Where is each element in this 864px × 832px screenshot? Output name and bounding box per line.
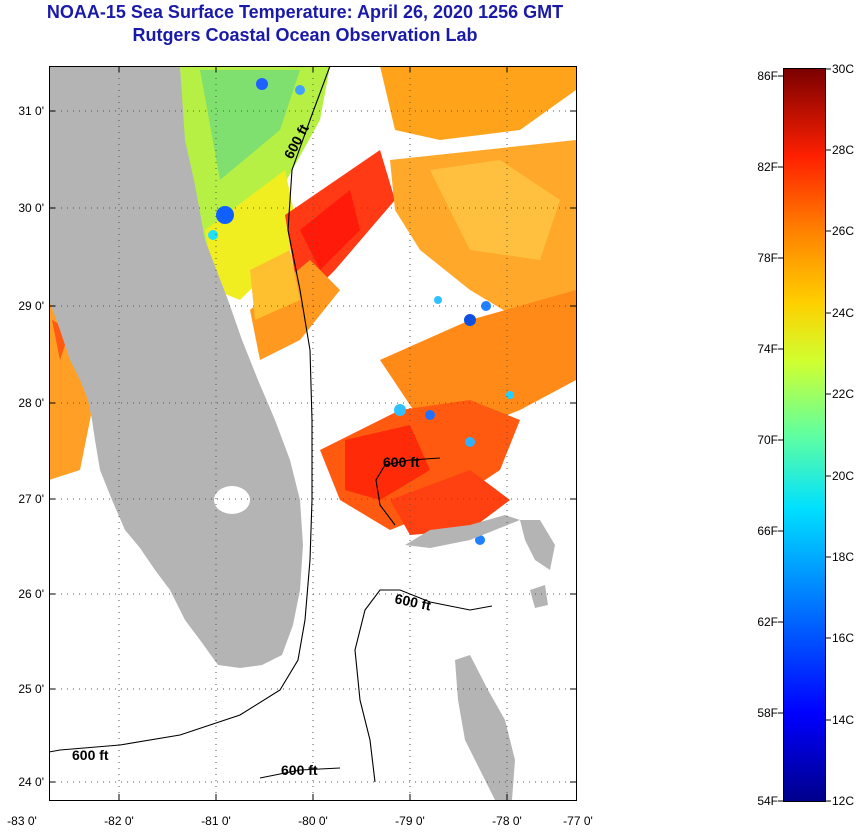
- lon-tick-label: -79 0': [395, 814, 425, 828]
- colorbar-f-label: 86F: [757, 69, 778, 83]
- contour-label: 600 ft: [72, 747, 109, 763]
- figure-title: NOAA-15 Sea Surface Temperature: April 2…: [46, 2, 564, 22]
- colorbar-f-label: 70F: [757, 433, 778, 447]
- colorbar-c-label: 18C: [832, 550, 854, 564]
- lon-labels: -83 0' -82 0' -81 0' -80 0' -79 0' -78 0…: [7, 814, 593, 828]
- colorbar-f-label: 78F: [757, 251, 778, 265]
- lat-tick-label: 25 0': [18, 682, 44, 696]
- lon-tick-label: -82 0': [104, 814, 134, 828]
- colorbar-f-label: 74F: [757, 342, 778, 356]
- colorbar-c-label: 20C: [832, 469, 854, 483]
- sst-swaths: [49, 66, 576, 545]
- colorbar-c-label: 26C: [832, 224, 854, 238]
- colorbar-f-label: 82F: [757, 160, 778, 174]
- contour-label: 600 ft: [281, 762, 318, 778]
- figure-subtitle: Rutgers Coastal Ocean Observation Lab: [132, 25, 478, 45]
- map-panel: 600 ft 600 ft 600 ft 600 ft 600 ft: [49, 66, 576, 800]
- colorbar-f-labels: 86F 82F 78F 74F 70F 66F 62F 58F 54F: [757, 69, 778, 808]
- lat-tick-label: 29 0': [18, 299, 44, 313]
- graticule: [49, 66, 576, 800]
- colorbar: 86F 82F 78F 74F 70F 66F 62F 58F 54F 30C …: [757, 62, 854, 808]
- lon-tick-label: -83 0': [7, 814, 37, 828]
- colorbar-f-label: 54F: [757, 794, 778, 808]
- lat-tick-label: 24 0': [18, 775, 44, 789]
- lake-okeechobee: [214, 486, 250, 514]
- colorbar-ticks: [778, 68, 831, 802]
- contour-label: 600 ft: [383, 454, 420, 470]
- colorbar-c-label: 12C: [832, 794, 854, 808]
- colorbar-f-label: 62F: [757, 615, 778, 629]
- lat-tick-label: 28 0': [18, 396, 44, 410]
- lon-tick-label: -81 0': [201, 814, 231, 828]
- lon-tick-label: -77 0': [563, 814, 593, 828]
- colorbar-c-label: 22C: [832, 387, 854, 401]
- lat-labels: 31 0' 30 0' 29 0' 28 0' 27 0' 26 0' 25 0…: [18, 104, 44, 789]
- lat-tick-label: 26 0': [18, 587, 44, 601]
- colorbar-c-label: 16C: [832, 631, 854, 645]
- lat-tick-label: 30 0': [18, 201, 44, 215]
- land: [49, 66, 555, 800]
- colorbar-c-label: 14C: [832, 713, 854, 727]
- colorbar-c-label: 28C: [832, 143, 854, 157]
- axis-ticks: [49, 66, 576, 800]
- colorbar-gradient: [783, 68, 826, 802]
- lat-tick-label: 31 0': [18, 104, 44, 118]
- colorbar-f-label: 66F: [757, 524, 778, 538]
- colorbar-c-label: 24C: [832, 306, 854, 320]
- lon-tick-label: -80 0': [298, 814, 328, 828]
- colorbar-f-label: 58F: [757, 706, 778, 720]
- lon-tick-label: -78 0': [492, 814, 522, 828]
- colorbar-c-label: 30C: [832, 62, 854, 76]
- colorbar-c-labels: 30C 28C 26C 24C 22C 20C 18C 16C 14C 12C: [832, 62, 854, 808]
- contour-label: 600 ft: [393, 590, 432, 613]
- lat-tick-label: 27 0': [18, 492, 44, 506]
- isobath-600ft: [49, 66, 493, 783]
